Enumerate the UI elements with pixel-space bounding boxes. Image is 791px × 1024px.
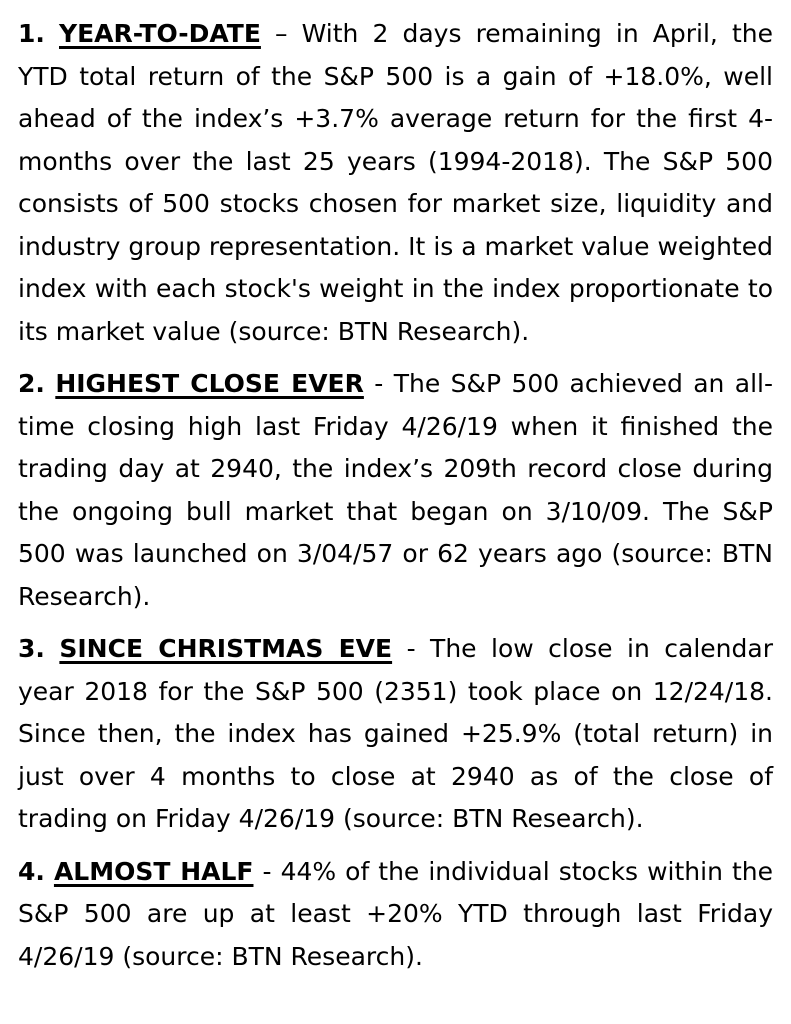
paragraph-body: - 44% of the individual stocks within th…	[18, 856, 773, 971]
paragraph-body: - The low close in calendar year 2018 fo…	[18, 634, 773, 833]
paragraph-body: - The S&P 500 achieved an all-time closi…	[18, 369, 774, 611]
paragraph-heading: ALMOST HALF	[53, 856, 254, 886]
paragraph-number: 1.	[18, 19, 45, 48]
paragraph-since-christmas-eve: 3. SINCE CHRISTMAS EVE - The low close i…	[18, 628, 773, 841]
paragraph-highest-close-ever: 2. HIGHEST CLOSE EVER - The S&P 500 achi…	[18, 363, 773, 618]
paragraph-year-to-date: 1. YEAR-TO-DATE – With 2 days remaining …	[18, 13, 773, 353]
paragraph-number: 3.	[18, 634, 45, 663]
paragraph-number: 4.	[18, 856, 45, 886]
paragraph-heading: SINCE CHRISTMAS EVE	[59, 634, 393, 663]
paragraph-body: – With 2 days remaining in April, the YT…	[18, 19, 773, 346]
paragraph-heading: HIGHEST CLOSE EVER	[55, 369, 364, 398]
paragraph-almost-half: 4. ALMOST HALF - 44% of the individual s…	[18, 851, 773, 979]
paragraph-heading: YEAR-TO-DATE	[59, 19, 261, 48]
paragraph-number: 2.	[18, 369, 45, 398]
